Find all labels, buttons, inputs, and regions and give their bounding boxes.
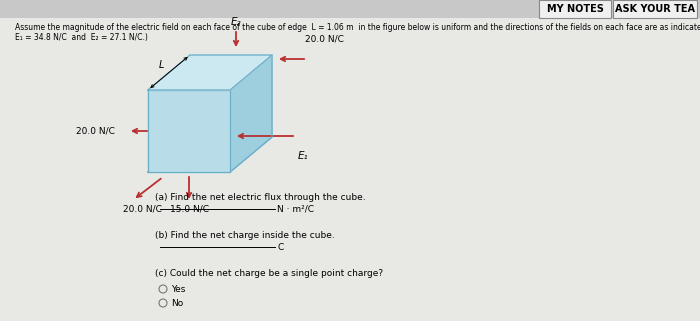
Polygon shape xyxy=(148,137,272,172)
Text: Yes: Yes xyxy=(171,284,186,293)
Polygon shape xyxy=(230,55,272,172)
Text: 20.0 N/C: 20.0 N/C xyxy=(76,126,115,135)
Text: ASK YOUR TEA: ASK YOUR TEA xyxy=(615,4,695,14)
Text: (b) Find the net charge inside the cube.: (b) Find the net charge inside the cube. xyxy=(155,231,335,240)
FancyBboxPatch shape xyxy=(613,0,697,18)
Bar xyxy=(0,0,700,18)
Text: 15.0 N/C: 15.0 N/C xyxy=(169,205,209,214)
Text: L: L xyxy=(159,59,164,70)
Text: MY NOTES: MY NOTES xyxy=(547,4,603,14)
Text: E₂: E₂ xyxy=(231,17,241,27)
Text: (a) Find the net electric flux through the cube.: (a) Find the net electric flux through t… xyxy=(155,193,365,202)
Polygon shape xyxy=(148,90,230,172)
Text: (c) Could the net charge be a single point charge?: (c) Could the net charge be a single poi… xyxy=(155,269,383,278)
Polygon shape xyxy=(148,55,272,90)
Text: C: C xyxy=(277,242,284,251)
Text: N · m²/C: N · m²/C xyxy=(277,204,314,213)
Text: 20.0 N/C: 20.0 N/C xyxy=(305,35,344,44)
Text: No: No xyxy=(171,299,183,308)
Text: E₁ = 34.8 N/C  and  E₂ = 27.1 N/C.): E₁ = 34.8 N/C and E₂ = 27.1 N/C.) xyxy=(15,33,148,42)
Text: Assume the magnitude of the electric field on each face of the cube of edge  L =: Assume the magnitude of the electric fie… xyxy=(15,23,700,32)
Text: E₁: E₁ xyxy=(298,151,309,161)
Text: 20.0 N/C: 20.0 N/C xyxy=(123,205,162,214)
FancyBboxPatch shape xyxy=(539,0,611,18)
